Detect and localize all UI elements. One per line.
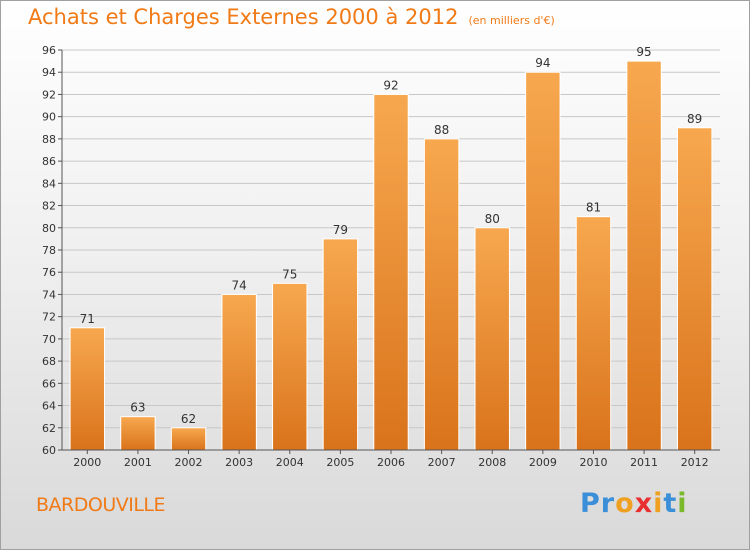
bar-2006 xyxy=(373,93,409,451)
bar-2001 xyxy=(120,416,156,451)
x-tick-label-2012: 2012 xyxy=(681,456,709,469)
data-label-2002: 62 xyxy=(181,412,196,426)
x-tick-label-2004: 2004 xyxy=(276,456,304,469)
x-tick-label-2007: 2007 xyxy=(428,456,456,469)
x-tick-label-2009: 2009 xyxy=(529,456,557,469)
logo-letter: o xyxy=(615,488,635,519)
data-label-2004: 75 xyxy=(282,267,297,281)
logo-letter: P xyxy=(580,488,601,519)
y-tick-label: 70 xyxy=(42,333,56,346)
bar-2009 xyxy=(525,71,561,451)
y-tick-label: 90 xyxy=(42,111,56,124)
y-tick-label: 80 xyxy=(42,222,56,235)
data-label-2011: 95 xyxy=(636,45,651,59)
chart-unit: (en milliers d'€) xyxy=(468,14,555,27)
data-label-2003: 74 xyxy=(232,278,247,292)
data-label-2006: 92 xyxy=(383,78,398,92)
y-tick-label: 72 xyxy=(42,311,56,324)
x-tick-label-2003: 2003 xyxy=(225,456,253,469)
x-tick-label-2010: 2010 xyxy=(579,456,607,469)
x-tick-label-2005: 2005 xyxy=(326,456,354,469)
x-axis: 2000 2001 2002 2003 2004 2005 2006 2007 2008 2009… xyxy=(62,449,720,469)
y-tick-label: 76 xyxy=(42,266,56,279)
bars: 71 63 62 74 75 79 92 88 80 94 81 95 89 xyxy=(69,45,713,451)
x-tick-label-2002: 2002 xyxy=(175,456,203,469)
y-tick-label: 74 xyxy=(42,288,56,301)
x-tick-label-2011: 2011 xyxy=(630,456,658,469)
y-tick-label: 94 xyxy=(42,66,56,79)
bar-2007 xyxy=(423,138,460,451)
data-label-2009: 94 xyxy=(535,56,550,70)
y-tick-label: 82 xyxy=(42,200,56,213)
bar-2008 xyxy=(474,227,510,451)
bar-2004 xyxy=(272,282,308,451)
logo-letter: t xyxy=(663,488,678,519)
logo-letter: r xyxy=(600,488,616,519)
y-tick-label: 66 xyxy=(42,377,56,390)
data-label-2012: 89 xyxy=(687,112,702,126)
y-tick-label: 64 xyxy=(42,400,56,413)
logo-letter: x xyxy=(634,488,654,519)
logo-letter: i xyxy=(653,488,664,519)
x-tick-label-2008: 2008 xyxy=(478,456,506,469)
chart-title: Achats et Charges Externes 2000 à 2012 (e… xyxy=(28,5,555,29)
data-label-2008: 80 xyxy=(485,212,500,226)
data-label-2001: 63 xyxy=(130,401,145,415)
data-label-2007: 88 xyxy=(434,123,449,137)
bar-2011 xyxy=(626,60,662,451)
data-label-2005: 79 xyxy=(333,223,348,237)
y-tick-label: 84 xyxy=(42,177,56,190)
data-label-2010: 81 xyxy=(586,201,601,215)
y-tick-label: 78 xyxy=(42,244,56,257)
proxiti-logo[interactable]: Proxiti xyxy=(580,488,688,519)
y-tick-label: 62 xyxy=(42,422,56,435)
bar-2002 xyxy=(170,427,207,451)
logo-letter: i xyxy=(677,488,688,519)
x-tick-label-2001: 2001 xyxy=(124,456,152,469)
bar-2003 xyxy=(221,293,257,451)
y-tick-label: 68 xyxy=(42,355,56,368)
data-label-2000: 71 xyxy=(80,312,95,326)
y-tick-label: 86 xyxy=(42,155,56,168)
x-tick-label-2000: 2000 xyxy=(73,456,101,469)
chart-title-text: Achats et Charges Externes 2000 à 2012 xyxy=(28,5,459,29)
bar-2010 xyxy=(575,216,612,451)
y-tick-label: 96 xyxy=(42,44,56,57)
y-tick-label: 92 xyxy=(42,88,56,101)
bar-2000 xyxy=(69,327,106,451)
y-tick-label: 88 xyxy=(42,133,56,146)
y-tick-label: 60 xyxy=(42,444,56,457)
y-axis: 60 62 64 66 68 70 72 74 76 78 80 82 84 86 88 90 92 94 96 xyxy=(42,44,63,457)
bar-2005 xyxy=(322,238,359,451)
town-name: BARDOUVILLE xyxy=(36,494,166,516)
bar-2012 xyxy=(676,127,713,451)
x-tick-label-2006: 2006 xyxy=(377,456,405,469)
